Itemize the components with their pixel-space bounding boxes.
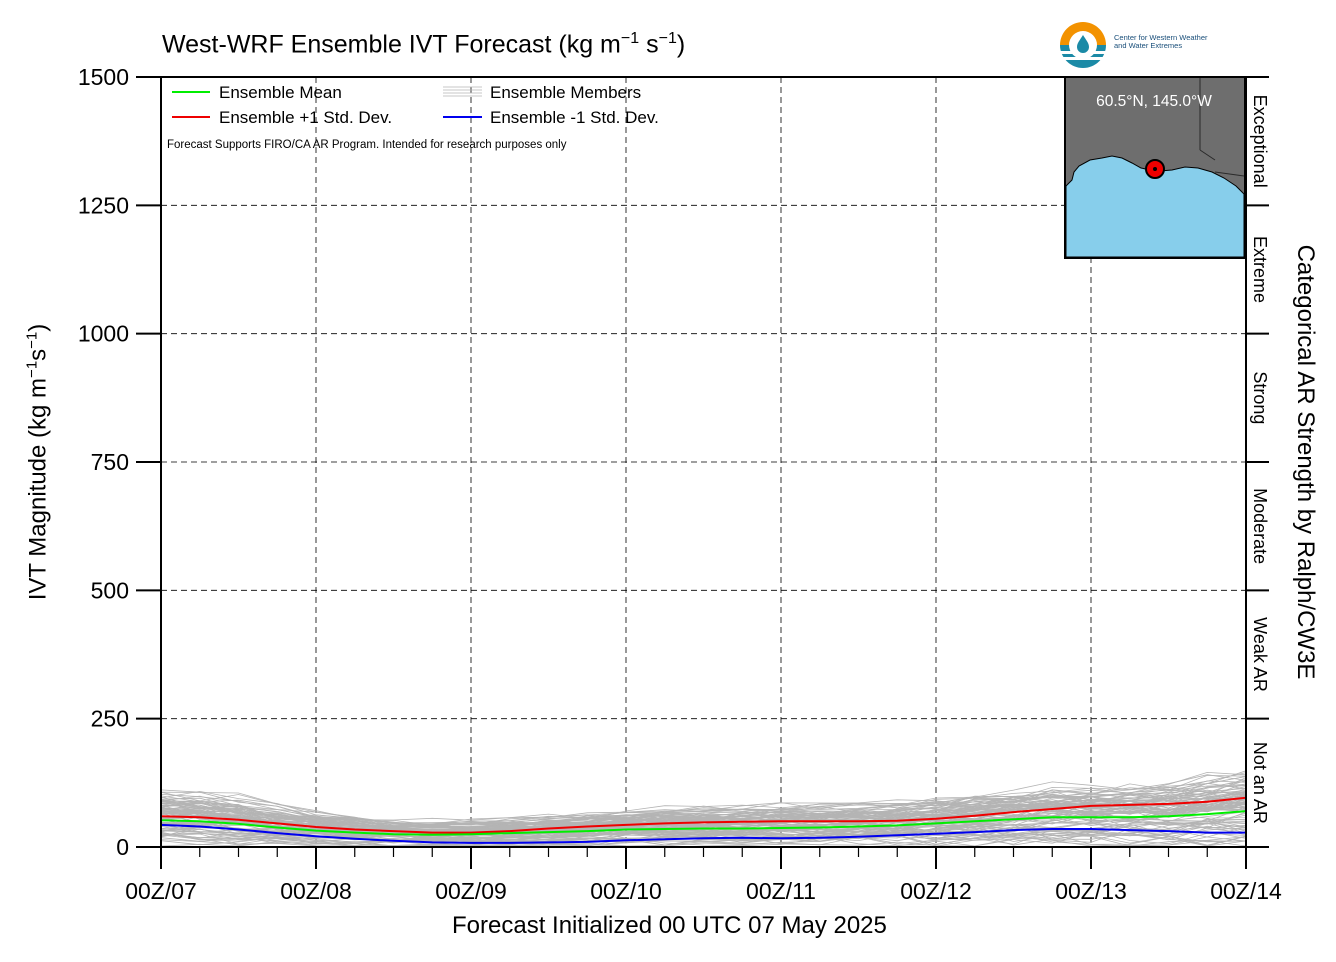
ensemble-member-line xyxy=(161,807,1246,838)
ensemble-member-line xyxy=(161,804,1246,834)
x-axis: 00Z/07 00Z/08 00Z/09 00Z/10 00Z/11 00Z/12 00Z/… xyxy=(125,847,1282,904)
ar-category-axis: Not an AR Weak AR Moderate Strong Extreme Exc… xyxy=(1246,76,1270,848)
y-tick-label: 250 xyxy=(91,706,129,732)
ensemble-statistics xyxy=(161,796,1246,844)
ensemble-member-line xyxy=(161,827,1246,847)
ensemble-member-line xyxy=(161,796,1246,831)
cw3e-logo: Center for Western Weather and Water Extr… xyxy=(1056,18,1246,72)
location-inset-map: 60.5°N, 145.0°W xyxy=(1064,76,1246,259)
ensemble-member-line xyxy=(161,822,1246,845)
x-tick-label: 00Z/09 xyxy=(435,878,507,904)
research-note: Forecast Supports FIRO/CA AR Program. In… xyxy=(167,139,567,151)
ensemble-member-line xyxy=(161,806,1246,835)
y-tick-label: 1000 xyxy=(78,321,129,347)
legend-label-minus1sd: Ensemble -1 Std. Dev. xyxy=(490,108,659,127)
category-label: Weak AR xyxy=(1250,617,1270,692)
x-tick-label: 00Z/11 xyxy=(746,878,816,904)
x-tick-label: 00Z/12 xyxy=(900,878,972,904)
ensemble-member-line xyxy=(161,810,1246,840)
category-label: Moderate xyxy=(1250,488,1270,564)
ensemble-member-line xyxy=(161,784,1246,828)
ensemble-member-line xyxy=(161,797,1246,834)
ensemble-member-line xyxy=(161,786,1246,825)
legend-swatch-members xyxy=(443,86,482,97)
ensemble-member-line xyxy=(161,790,1246,827)
y-tick-label: 0 xyxy=(116,834,129,860)
ensemble-member-line xyxy=(161,808,1246,836)
x-tick-label: 00Z/07 xyxy=(125,878,197,904)
x-axis-label: Forecast Initialized 00 UTC 07 May 2025 xyxy=(452,912,887,939)
ensemble-member-line xyxy=(161,833,1246,847)
y-axis-label: IVT Magnitude (kg m−1s−1) xyxy=(23,323,52,601)
ensemble-member-line xyxy=(161,793,1246,827)
category-label: Not an AR xyxy=(1250,742,1270,824)
inset-coordinates: 60.5°N, 145.0°W xyxy=(1096,93,1212,110)
ensemble-member-line xyxy=(161,782,1246,825)
legend: Ensemble Mean Ensemble +1 Std. Dev. Ense… xyxy=(167,83,659,151)
y-tick-label: 1250 xyxy=(78,192,129,218)
ensemble-member-line xyxy=(161,777,1246,831)
chart-title: West-WRF Ensemble IVT Forecast (kg m−1 s… xyxy=(162,30,686,59)
ensemble-mean-line xyxy=(161,810,1246,836)
category-label: Strong xyxy=(1250,371,1270,424)
ensemble-member-line xyxy=(161,826,1246,847)
cw3e-logo-icon xyxy=(1060,22,1106,68)
legend-label-plus1sd: Ensemble +1 Std. Dev. xyxy=(219,108,392,127)
legend-label-mean: Ensemble Mean xyxy=(219,83,342,102)
x-tick-label: 00Z/14 xyxy=(1210,878,1282,904)
ensemble-member-line xyxy=(161,795,1246,830)
ensemble-minus-sd-line xyxy=(161,823,1246,844)
ensemble-member-line xyxy=(161,770,1246,825)
category-label: Exceptional xyxy=(1250,95,1270,188)
y-axis: 0 250 500 750 1000 1250 1500 xyxy=(78,64,161,860)
ensemble-member-line xyxy=(161,801,1246,828)
ensemble-member-line xyxy=(161,823,1246,846)
x-tick-label: 00Z/10 xyxy=(590,878,662,904)
category-label: Extreme xyxy=(1250,236,1270,303)
ensemble-member-line xyxy=(161,806,1246,841)
y-tick-label: 1500 xyxy=(78,64,129,90)
legend-label-members: Ensemble Members xyxy=(490,83,641,102)
grid-lines xyxy=(161,77,1246,847)
ensemble-member-line xyxy=(161,812,1246,842)
x-tick-label: 00Z/08 xyxy=(280,878,352,904)
ensemble-plus-sd-line xyxy=(161,796,1246,834)
y-tick-label: 500 xyxy=(91,577,129,603)
ensemble-member-line xyxy=(161,823,1246,847)
ensemble-member-line xyxy=(161,786,1246,833)
right-axis-label: Categorical AR Strength by Ralph/CW3E xyxy=(1292,244,1319,680)
x-tick-label: 00Z/13 xyxy=(1055,878,1127,904)
y-tick-label: 750 xyxy=(91,449,129,475)
ensemble-member-line xyxy=(161,771,1246,829)
ensemble-member-line xyxy=(161,800,1246,829)
ensemble-member-line xyxy=(161,803,1246,836)
ensemble-member-line xyxy=(161,774,1246,831)
ensemble-member-line xyxy=(161,823,1246,847)
ensemble-member-line xyxy=(161,818,1246,844)
